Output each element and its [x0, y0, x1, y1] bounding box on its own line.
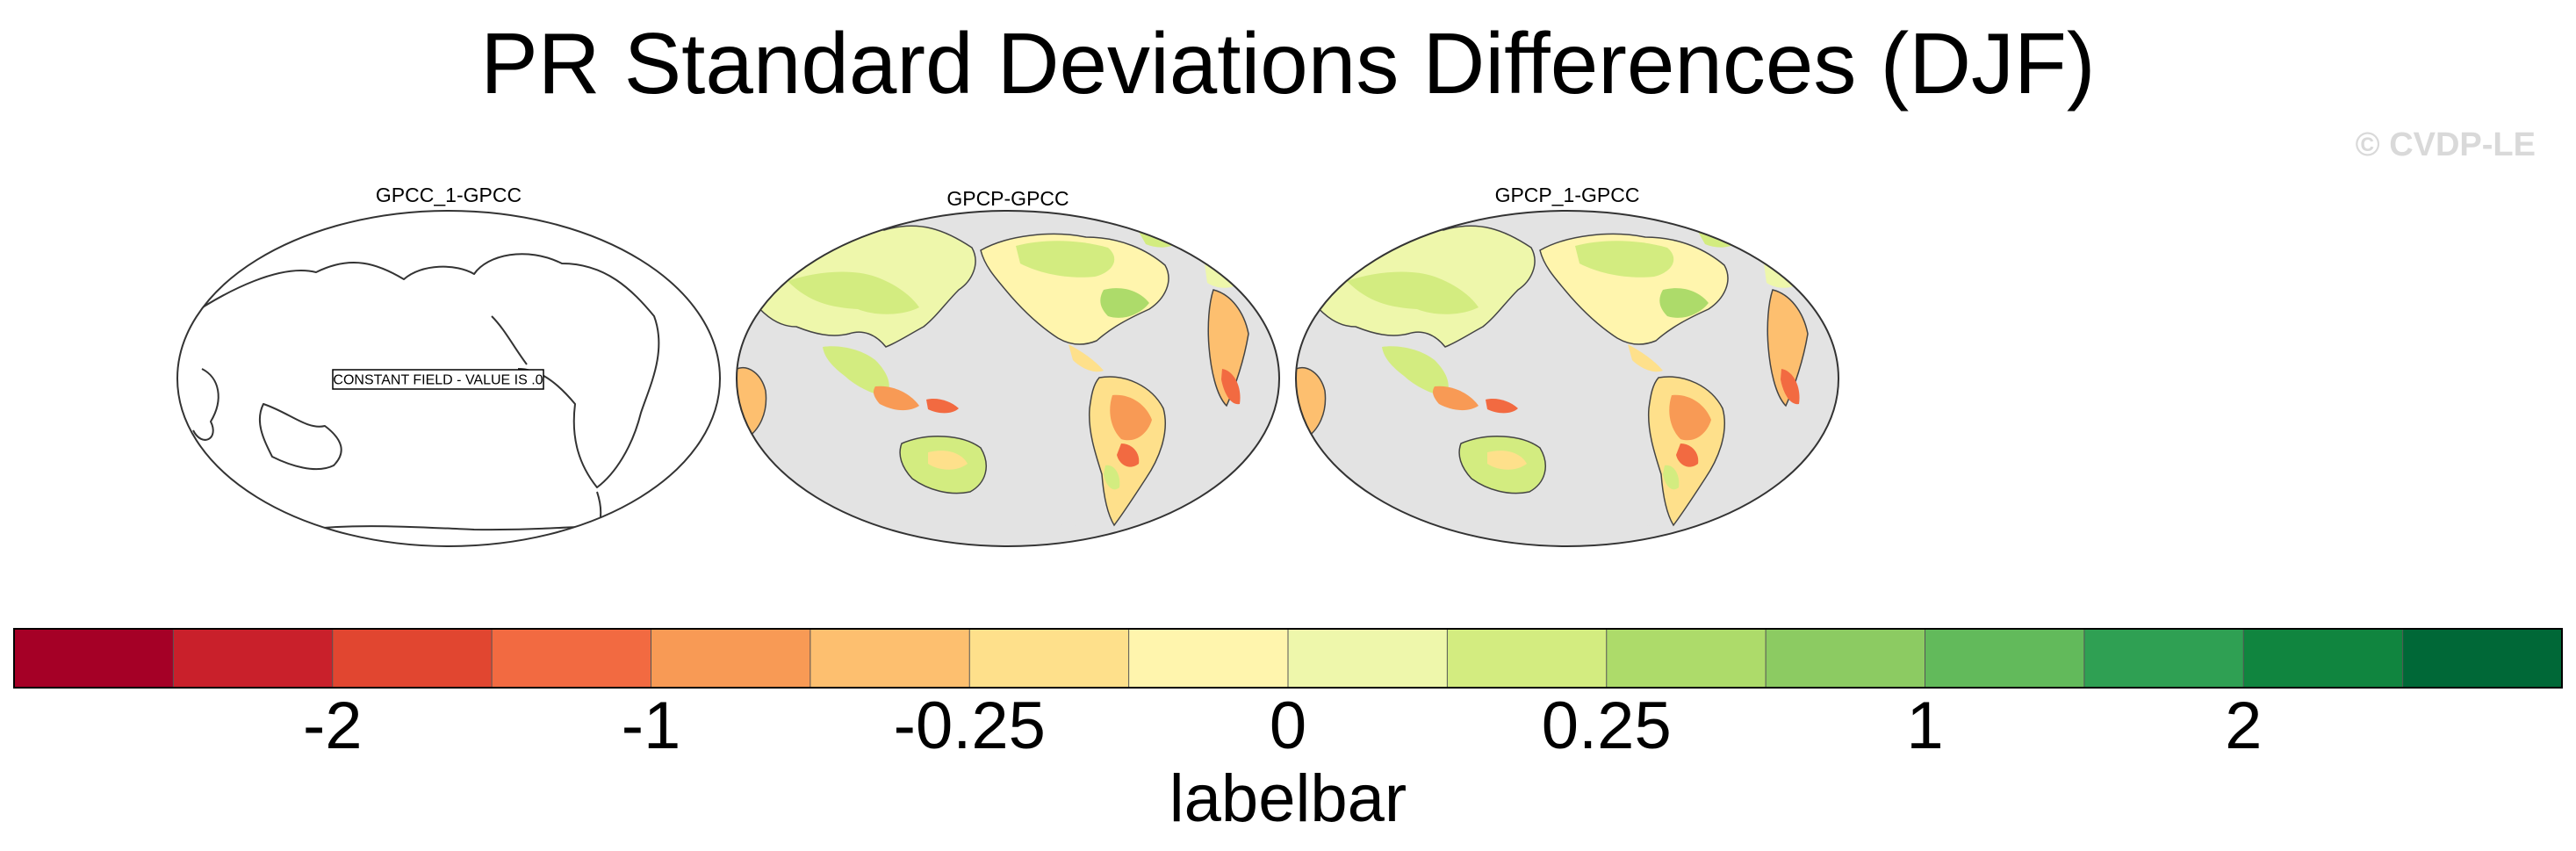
land-region — [1781, 369, 1800, 405]
land-region — [1104, 465, 1120, 490]
labelbar-box — [968, 628, 1130, 689]
labelbar-tick-label: 2 — [2225, 689, 2263, 763]
labelbar-tick-label: -0.25 — [893, 689, 1046, 763]
land-region — [873, 386, 919, 411]
land-region — [823, 346, 889, 397]
labelbar-title: labelbar — [1169, 761, 1407, 836]
labelbar-tick-label: -2 — [302, 689, 363, 763]
constant-field-box — [332, 369, 544, 390]
land-region — [1676, 444, 1699, 467]
land-region — [1663, 465, 1680, 490]
labelbar-box — [1606, 628, 1767, 689]
labelbar-box — [13, 628, 175, 689]
map-panels: CONSTANT FIELD - VALUE IS .0 — [176, 210, 1839, 547]
land-region — [1575, 241, 1674, 278]
labelbar-box — [172, 628, 334, 689]
labelbar-box — [1925, 628, 2085, 689]
map-outline — [1295, 210, 1839, 547]
map-panel-2 — [736, 210, 1280, 547]
land-region — [1110, 394, 1152, 441]
land-region — [1432, 386, 1479, 411]
land-region — [1382, 346, 1449, 397]
land-region — [1207, 289, 1249, 407]
labelbar-box — [651, 628, 811, 689]
land-region — [1347, 271, 1479, 314]
land-region — [1221, 369, 1241, 405]
labelbar-box — [1446, 628, 1608, 689]
labelbar-box — [491, 628, 652, 689]
watermark: © CVDP-LE — [2355, 126, 2536, 163]
labelbar-box — [1287, 628, 1449, 689]
panel-title-1: GPCC_1-GPCC — [375, 184, 522, 206]
land-region — [1767, 289, 1809, 407]
land-region — [788, 271, 919, 314]
land-region — [1487, 451, 1527, 470]
labelbar-box — [2083, 628, 2245, 689]
labelbar-box — [332, 628, 493, 689]
labelbar-tick-label: 1 — [1906, 689, 1944, 763]
labelbar-tick-label: -1 — [621, 689, 681, 763]
labelbar-tick-label: 0 — [1269, 689, 1307, 763]
labelbar-tick-label: 0.25 — [1541, 689, 1672, 763]
land-region — [1016, 241, 1115, 278]
land-region — [1659, 288, 1709, 318]
map-panel-1: CONSTANT FIELD - VALUE IS .0 — [176, 210, 721, 547]
land-region — [1100, 288, 1149, 318]
labelbar-box — [809, 628, 971, 689]
labelbar-box — [2402, 628, 2563, 689]
land-region — [1628, 344, 1663, 372]
map-panel-3 — [1295, 210, 1839, 547]
labelbar — [13, 628, 2563, 689]
map-outline — [736, 210, 1280, 547]
land-region — [926, 399, 959, 414]
land-region — [1117, 444, 1140, 467]
labelbar-box — [1765, 628, 1926, 689]
panel-title-2: GPCP-GPCC — [946, 187, 1069, 210]
labelbar-frame — [13, 628, 2563, 689]
panel-title-3: GPCP_1-GPCC — [1494, 184, 1640, 206]
labelbar-box — [1128, 628, 1289, 689]
land-region — [1669, 394, 1711, 441]
land-region — [1486, 399, 1518, 414]
page-title: PR Standard Deviations Differences (DJF) — [480, 15, 2096, 112]
land-region — [928, 451, 968, 470]
land-region — [1069, 344, 1104, 372]
constant-field-note: CONSTANT FIELD - VALUE IS .0 — [333, 373, 543, 388]
labelbar-box — [2242, 628, 2404, 689]
